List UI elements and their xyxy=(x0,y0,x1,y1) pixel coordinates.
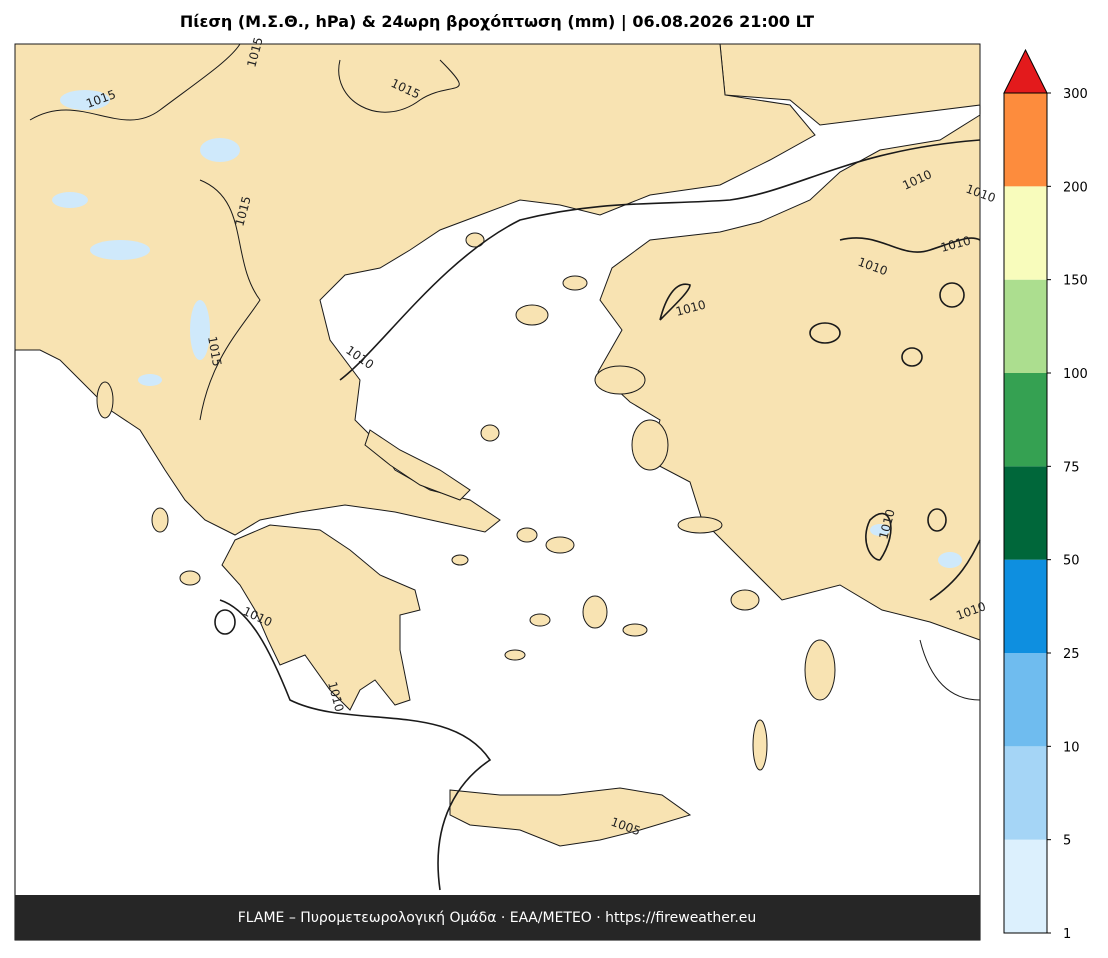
colorbar-tick-label: 200 xyxy=(1063,180,1088,195)
colorbar-band xyxy=(1004,559,1047,653)
colorbar-tick-label: 25 xyxy=(1063,647,1080,662)
crete xyxy=(449,787,692,847)
peloponnese xyxy=(221,524,421,711)
colorbar-tick-label: 5 xyxy=(1063,834,1071,849)
footer: FLAME – Πυρομετεωρολογική Ομάδα · ΕΑΑ/ME… xyxy=(238,910,757,926)
colorbar-band xyxy=(1004,839,1047,933)
colorbar-band xyxy=(1004,653,1047,747)
colorbar-band xyxy=(1004,466,1047,560)
colorbar-tick-label: 1 xyxy=(1063,927,1071,942)
map: 1015 1015 1015 1015 1015 1010 1010 1010 … xyxy=(14,36,997,941)
colorbar-tick-label: 75 xyxy=(1063,460,1080,475)
contour-label: 1015 xyxy=(205,335,224,368)
colorbar-band xyxy=(1004,279,1047,373)
colorbar: 1 5 10 25 50 75 100 150 200 300 xyxy=(1003,48,1088,942)
colorbar-frame xyxy=(1003,92,1048,934)
footer-bar xyxy=(15,895,980,940)
colorbar-tick-label: 50 xyxy=(1063,554,1080,569)
euboea xyxy=(364,429,471,501)
colorbar-tick-label: 300 xyxy=(1063,87,1088,102)
isobars xyxy=(29,43,981,891)
colorbar-tick-label: 150 xyxy=(1063,274,1088,289)
colorbar-extend xyxy=(1003,48,1048,94)
colorbar-tick-label: 10 xyxy=(1063,740,1080,755)
rain-patches xyxy=(52,90,962,568)
colorbar-band xyxy=(1004,746,1047,840)
colorbar-band xyxy=(1004,373,1047,467)
islands xyxy=(96,232,836,771)
title: Πίεση (Μ.Σ.Θ., hPa) & 24ωρη βροχόπτωση (… xyxy=(180,12,814,32)
colorbar-band xyxy=(1004,93,1047,187)
colorbar-band xyxy=(1004,186,1047,280)
colorbar-tick-label: 100 xyxy=(1063,367,1088,382)
